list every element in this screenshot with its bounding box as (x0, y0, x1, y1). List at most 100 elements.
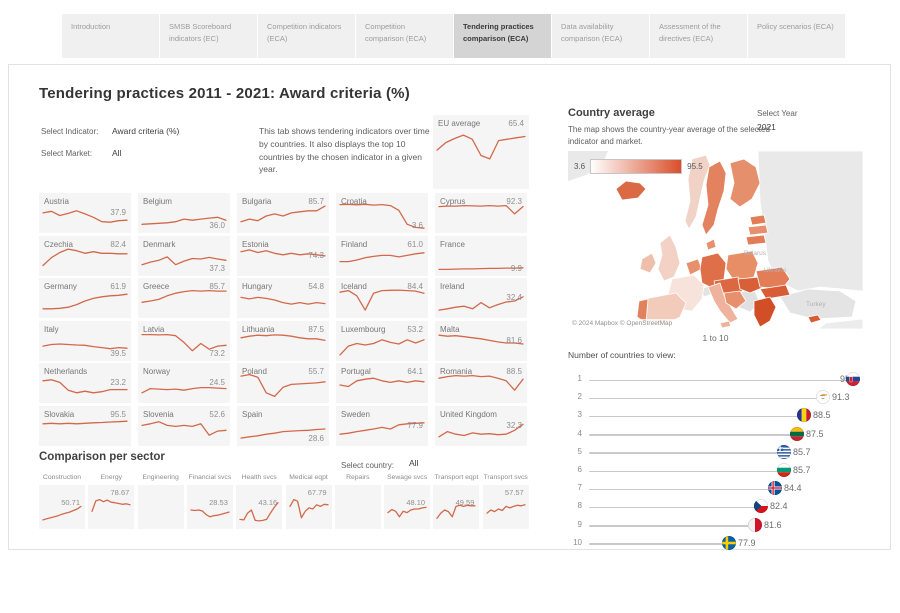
rank-number: 2 (577, 392, 582, 402)
country-cell-slovakia[interactable]: Slovakia 95.5 (39, 405, 131, 446)
country-cell-denmark[interactable]: Denmark 37.3 (138, 235, 230, 276)
sector-cell-health-svcs[interactable]: 43.16 (236, 485, 283, 529)
tab-bar: Introduction SMSB Scoreboard indicators (… (62, 14, 846, 58)
country-cell-netherlands[interactable]: Netherlands 23.2 (39, 363, 131, 403)
tab-data-availability-comparison-eca[interactable]: Data availability comparison (ECA) (552, 14, 649, 58)
country-value: 28.6 (308, 433, 324, 443)
country-name: Lithuania (242, 324, 275, 334)
sector-cell-repairs[interactable] (334, 485, 381, 529)
sector-cell-financial-svcs[interactable]: 28.53 (186, 485, 233, 529)
tab-policy-scenarios-eca[interactable]: Policy scenarios (ECA) (748, 14, 845, 58)
country-value: 84.4 (407, 282, 423, 291)
tab-smsb-scoreboard-indicators-ec[interactable]: SMSB Scoreboard indicators (EC) (160, 14, 257, 58)
sparkline (141, 333, 227, 351)
sparkline (240, 205, 326, 223)
tab-competition-indicators-eca[interactable]: Competition indicators (ECA) (258, 14, 355, 58)
sparkline (42, 420, 128, 424)
tab-introduction[interactable]: Introduction (62, 14, 159, 58)
sparkline (42, 505, 82, 521)
country-value: 92.3 (506, 197, 522, 206)
sparkline (240, 296, 326, 305)
country-cell-greece[interactable]: Greece 85.7 (138, 278, 230, 318)
country-value: 55.7 (308, 367, 324, 376)
year-select[interactable]: 2021 (757, 122, 776, 132)
select-indicator-label: Select Indicator: (41, 127, 99, 136)
rank-number: 3 (577, 410, 582, 420)
rank-stick (589, 488, 775, 491)
sparkline (486, 504, 526, 514)
legend-gradient-bar (590, 159, 683, 174)
legend-min: 3.6 (574, 162, 586, 171)
sk-flag-icon (846, 372, 860, 386)
country-name: Sweden (341, 409, 370, 419)
country-cell-luxembourg[interactable]: Luxembourg 53.2 (336, 320, 428, 361)
market-select[interactable]: All (112, 148, 122, 158)
country-cell-romania[interactable]: Romania 88.5 (435, 363, 527, 403)
country-cell-belgium[interactable]: Belgium 36.0 (138, 193, 230, 233)
country-cell-portugal[interactable]: Portugal 64.1 (336, 363, 428, 403)
dashboard: Tendering practices 2011 - 2021: Award c… (8, 64, 891, 550)
sparkline (91, 498, 131, 512)
country-cell-estonia[interactable]: Estonia 74.3 (237, 235, 329, 276)
tab-tendering-practices-comparison-eca[interactable]: Tendering practices comparison (ECA) (454, 14, 551, 58)
select-year-label: Select Year (757, 109, 798, 118)
sector-cell-energy[interactable]: 78.67 (88, 485, 135, 529)
bg-flag-icon (777, 463, 791, 477)
map-panel-title: Country average (568, 107, 655, 119)
country-cell-norway[interactable]: Norway 24.5 (138, 363, 230, 403)
country-value: 88.5 (506, 367, 522, 376)
country-cell-slovenia[interactable]: Slovenia 52.6 (138, 405, 230, 446)
country-cell-italy[interactable]: Italy 39.5 (39, 320, 131, 361)
sparkline (42, 293, 128, 310)
country-value: 54.8 (308, 282, 324, 291)
country-cell-spain[interactable]: Spain 28.6 (237, 405, 329, 446)
sector-cell-transport-svcs[interactable]: 57.57 (482, 485, 529, 529)
country-cell-united-kingdom[interactable]: United Kingdom 32.3 (435, 405, 527, 446)
sparkline (141, 289, 227, 303)
sector-label-health-svcs: Health svcs (241, 474, 277, 481)
rank-row-lithuania: 4 87.5 (568, 425, 863, 442)
country-cell-austria[interactable]: Austria 37.9 (39, 193, 131, 233)
country-cell-cyprus[interactable]: Cyprus 92.3 (435, 193, 527, 233)
country-cell-lithuania[interactable]: Lithuania 87.5 (237, 320, 329, 361)
eu-average-cell[interactable]: EU average 65.4 (433, 115, 529, 189)
sparkline (438, 266, 524, 270)
europe-choropleth-map[interactable]: 3.6 95.5 © 2024 Mapbox © OpenStreetMap B… (568, 151, 863, 329)
country-cell-finland[interactable]: Finland 61.0 (336, 235, 428, 276)
sector-cell-engineering[interactable] (137, 485, 184, 529)
map-attribution: © 2024 Mapbox © OpenStreetMap (568, 319, 677, 329)
country-cell-ireland[interactable]: Ireland 32.4 (435, 278, 527, 318)
tab-competition-comparison-eca[interactable]: Competition comparison (ECA) (356, 14, 453, 58)
sector-cell-construction[interactable]: 50.71 (39, 485, 85, 529)
indicator-select[interactable]: Award criteria (%) (112, 126, 180, 136)
country-cell-croatia[interactable]: Croatia 3.6 (336, 193, 428, 233)
rank-number: 7 (577, 483, 582, 493)
country-value: 3.6 (411, 221, 423, 230)
sector-label-financial-svcs: Financial svcs (188, 474, 232, 481)
sparkline (387, 506, 427, 518)
country-cell-czechia[interactable]: Czechia 82.4 (39, 235, 131, 276)
rank-row-cyprus: 2 91.3 (568, 388, 863, 405)
rank-value: 87.5 (806, 428, 824, 439)
country-cell-malta[interactable]: Malta 81.6 (435, 320, 527, 361)
country-select[interactable]: All (409, 458, 419, 468)
country-cell-hungary[interactable]: Hungary 54.8 (237, 278, 329, 318)
country-cell-iceland[interactable]: Iceland 84.4 (336, 278, 428, 318)
country-cell-bulgaria[interactable]: Bulgaria 85.7 (237, 193, 329, 233)
country-cell-sweden[interactable]: Sweden 77.9 (336, 405, 428, 446)
country-cell-latvia[interactable]: Latvia 73.2 (138, 320, 230, 361)
country-cell-france[interactable]: France 9.9 (435, 235, 527, 276)
sparkline (339, 338, 425, 356)
country-name: Czechia (44, 239, 73, 249)
sector-cell-transport-eqpt[interactable]: 49.59 (433, 485, 480, 529)
cy-flag-icon (816, 390, 830, 405)
sector-label-sewage-svcs: Sewage svcs (387, 474, 428, 481)
country-cell-germany[interactable]: Germany 61.9 (39, 278, 131, 318)
ro-flag-icon (797, 408, 811, 423)
country-value: 37.9 (110, 208, 126, 217)
sector-cell-medical-eqpt[interactable]: 67.79 (285, 485, 332, 529)
sector-cell-sewage-svcs[interactable]: 48.10 (384, 485, 431, 529)
country-name: Greece (143, 282, 170, 291)
tab-assessment-of-the-directives-eca[interactable]: Assessment of the directives (ECA) (650, 14, 747, 58)
country-cell-poland[interactable]: Poland 55.7 (237, 363, 329, 403)
